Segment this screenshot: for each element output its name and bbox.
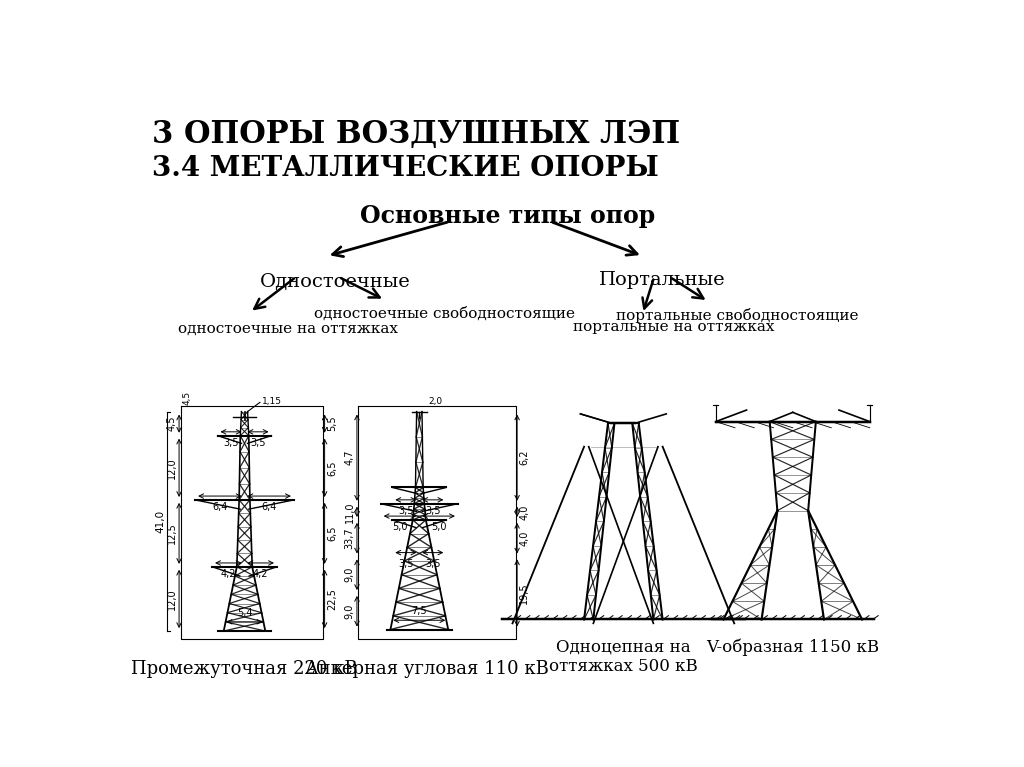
Text: Анкерная угловая 110 кВ: Анкерная угловая 110 кВ <box>305 660 549 678</box>
Text: 19,5: 19,5 <box>519 582 529 604</box>
Text: 41,0: 41,0 <box>156 510 165 533</box>
Text: 3 ОПОРЫ ВОЗДУШНЫХ ЛЭП: 3 ОПОРЫ ВОЗДУШНЫХ ЛЭП <box>153 119 680 150</box>
Text: 5,0: 5,0 <box>431 522 446 532</box>
Text: 4,2: 4,2 <box>253 569 268 579</box>
Text: 6,4: 6,4 <box>261 502 276 512</box>
Text: 12,0: 12,0 <box>167 588 177 610</box>
Text: 9,0: 9,0 <box>345 567 354 582</box>
Text: 5,5: 5,5 <box>327 416 337 432</box>
Text: портальные свободностоящие: портальные свободностоящие <box>615 308 858 323</box>
Text: 1,15: 1,15 <box>261 397 282 406</box>
Text: 2,0: 2,0 <box>429 397 442 406</box>
Text: 12,5: 12,5 <box>167 522 177 545</box>
Text: Портальные: Портальные <box>599 272 725 289</box>
Text: 3,5: 3,5 <box>250 438 266 448</box>
Text: 3,5: 3,5 <box>398 506 414 516</box>
Text: одностоечные свободностоящие: одностоечные свободностоящие <box>313 306 574 321</box>
Text: 7,5: 7,5 <box>412 607 427 617</box>
Text: 4,0: 4,0 <box>519 531 529 546</box>
Text: V-образная 1150 кВ: V-образная 1150 кВ <box>707 639 880 657</box>
Text: 3,5: 3,5 <box>425 506 440 516</box>
Text: Промежуточная 220 кВ: Промежуточная 220 кВ <box>131 660 357 678</box>
Text: 4,5: 4,5 <box>183 391 191 406</box>
Text: 11,0: 11,0 <box>345 501 354 522</box>
Text: одностоечные на оттяжках: одностоечные на оттяжках <box>178 321 398 335</box>
Text: 3,5: 3,5 <box>425 559 440 569</box>
Text: Основные типы опор: Основные типы опор <box>360 204 655 228</box>
Text: Одноцепная на
оттяжках 500 кВ: Одноцепная на оттяжках 500 кВ <box>549 639 697 675</box>
Text: 4,7: 4,7 <box>345 450 354 466</box>
Text: 5,0: 5,0 <box>392 522 408 532</box>
Text: 33,7: 33,7 <box>345 528 354 549</box>
Text: 6,4: 6,4 <box>212 502 227 512</box>
Text: 3,5: 3,5 <box>223 438 239 448</box>
Text: 12,0: 12,0 <box>167 457 177 479</box>
Text: 4,2: 4,2 <box>220 569 237 579</box>
Text: Одностоечные: Одностоечные <box>260 273 411 291</box>
Text: 22,5: 22,5 <box>327 588 337 610</box>
Text: портальные на оттяжках: портальные на оттяжках <box>573 320 775 334</box>
Text: 9,0: 9,0 <box>345 604 354 619</box>
Text: 6,5: 6,5 <box>327 460 337 476</box>
Text: 3,5: 3,5 <box>398 559 414 569</box>
Text: 6,5: 6,5 <box>327 525 337 541</box>
Text: 3.4 МЕТАЛЛИЧЕСКИЕ ОПОРЫ: 3.4 МЕТАЛЛИЧЕСКИЕ ОПОРЫ <box>153 155 658 183</box>
Text: 4,0: 4,0 <box>519 504 529 519</box>
Text: 4,5: 4,5 <box>167 416 177 431</box>
Text: 5,4: 5,4 <box>237 608 252 618</box>
Text: 6,2: 6,2 <box>519 450 529 466</box>
